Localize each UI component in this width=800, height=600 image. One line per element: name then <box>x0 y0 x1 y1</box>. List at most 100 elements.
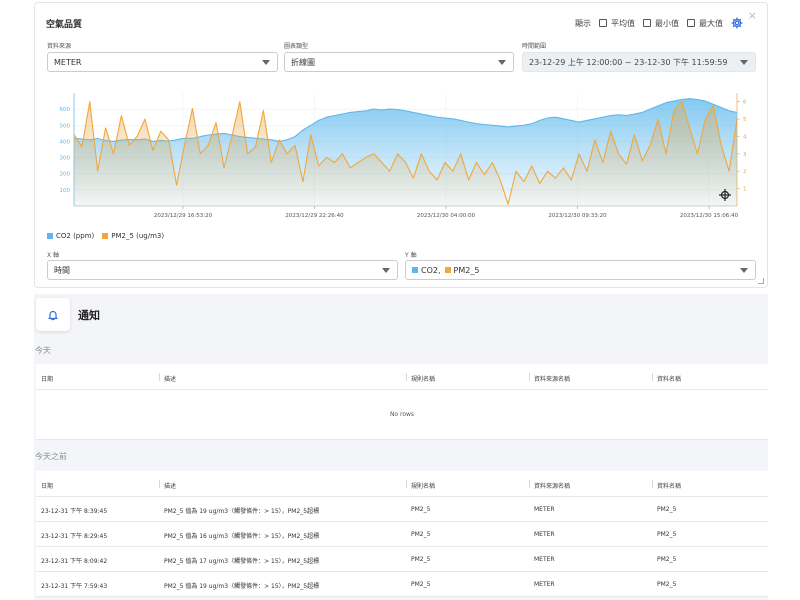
y-right-tick-label: 4 <box>743 134 747 140</box>
x-axis-select[interactable]: 時間 <box>47 260 398 280</box>
col-data[interactable]: 資料名稱 <box>657 483 682 490</box>
row-data: PM2_5 <box>657 556 677 563</box>
source-value: METER <box>54 57 82 67</box>
x-tick-label: 2023/12/29 22:26:40 <box>285 213 344 219</box>
legend-pm25[interactable]: PM2_5 (ug/m3) <box>102 232 164 240</box>
source-select[interactable]: METER <box>47 52 278 72</box>
y-left-tick-label: 400 <box>60 139 71 145</box>
row-rule: PM2_5 <box>411 531 431 538</box>
row-rule: PM2_5 <box>411 581 431 588</box>
y-axis-label: Y 軸 <box>405 252 417 259</box>
min-checkbox[interactable] <box>643 19 651 27</box>
row-desc: PM2_5 值為 16 ug/m3（觸發條件：> 15），PM2_5超標 <box>164 533 320 540</box>
close-icon[interactable]: × <box>747 9 757 22</box>
y-axis-select[interactable]: CO2, PM2_5 <box>405 260 756 280</box>
bell-button[interactable] <box>36 298 70 331</box>
y-left-tick-label: 500 <box>60 123 71 129</box>
row-data: PM2_5 <box>657 506 677 513</box>
y-left-tick-label: 600 <box>60 107 71 113</box>
line-chart[interactable]: 100 200 300 400 500 600 1 2 3 4 5 6 2023/12/29 16:53… <box>47 89 759 229</box>
y-left-tick-label: 300 <box>60 156 71 162</box>
time-range-value: 23-12-29 上午 12:00:00 ~ 23-12-30 下午 11:59… <box>529 57 728 67</box>
chart-type-value: 折線圖 <box>291 57 315 67</box>
col-desc[interactable]: 描述 <box>164 376 177 383</box>
pm25-swatch <box>102 233 109 239</box>
chevron-down-icon <box>382 268 390 273</box>
no-rows-message: No rows <box>36 390 768 440</box>
row-desc: PM2_5 值為 19 ug/m3（觸發條件：> 15），PM2_5超標 <box>164 508 320 515</box>
col-source[interactable]: 資料來源名稱 <box>534 483 571 490</box>
col-rule[interactable]: 規則名稱 <box>411 376 436 383</box>
gear-icon[interactable] <box>731 17 743 29</box>
row-source: METER <box>534 506 555 513</box>
row-rule: PM2_5 <box>411 506 431 513</box>
co2-series-line <box>73 98 738 142</box>
y-right-tick-label: 2 <box>743 169 747 175</box>
col-desc[interactable]: 描述 <box>164 483 177 490</box>
y-right-tick-label: 5 <box>743 117 747 123</box>
card-title: 空氣品質 <box>46 20 83 30</box>
max-checkbox[interactable] <box>687 19 695 27</box>
chart-legend: CO2 (ppm) PM2_5 (ug/m3) <box>47 232 172 240</box>
bell-icon <box>48 310 58 320</box>
option-max[interactable]: 最大值 <box>687 18 723 29</box>
before-table-header: 日期 描述 規則名稱 資料來源名稱 資料名稱 <box>36 471 768 497</box>
air-quality-card: 空氣品質 × 顯示 平均值 最小值 最大值 資料來源 METER 圖表類型 折線… <box>34 2 768 288</box>
today-label: 今天 <box>35 346 51 355</box>
pm25-series-line <box>73 101 738 205</box>
resize-handle[interactable] <box>758 278 764 284</box>
chevron-down-icon <box>262 60 270 65</box>
chart-type-select[interactable]: 折線圖 <box>284 52 514 72</box>
chevron-down-icon <box>740 60 748 65</box>
crosshair-icon[interactable] <box>719 189 731 201</box>
col-date[interactable]: 日期 <box>41 483 54 490</box>
row-desc: PM2_5 值為 19 ug/m3（觸發條件：> 15），PM2_5超標 <box>164 583 320 590</box>
row-source: METER <box>534 531 555 538</box>
y-right-tick-label: 6 <box>743 100 747 106</box>
row-source: METER <box>534 556 555 563</box>
col-source[interactable]: 資料來源名稱 <box>534 376 571 383</box>
row-date: 23-12-31 下午 8:39:45 <box>41 508 108 515</box>
notifications-title: 通知 <box>78 309 100 322</box>
row-desc: PM2_5 值為 17 ug/m3（觸發條件：> 15），PM2_5超標 <box>164 558 320 565</box>
chevron-down-icon <box>498 60 506 65</box>
display-options: 顯示 平均值 最小值 最大值 <box>575 17 743 29</box>
chart-type-label: 圖表類型 <box>284 43 309 50</box>
option-average[interactable]: 平均值 <box>599 18 635 29</box>
today-table-header: 日期 描述 規則名稱 資料來源名稱 資料名稱 <box>36 364 768 390</box>
row-rule: PM2_5 <box>411 556 431 563</box>
table-row[interactable]: 23-12-31 下午 8:39:45 PM2_5 值為 19 ug/m3（觸發條… <box>36 497 768 522</box>
col-date[interactable]: 日期 <box>41 376 54 383</box>
col-rule[interactable]: 規則名稱 <box>411 483 436 490</box>
time-range-select[interactable]: 23-12-29 上午 12:00:00 ~ 23-12-30 下午 11:59… <box>522 52 756 72</box>
legend-co2[interactable]: CO2 (ppm) <box>47 232 94 240</box>
col-data[interactable]: 資料名稱 <box>657 376 682 383</box>
notifications-panel: 通知 今天 日期 描述 規則名稱 資料來源名稱 資料名稱 No rows 今天之… <box>34 294 768 600</box>
row-date: 23-12-31 下午 8:29:45 <box>41 533 108 540</box>
table-row[interactable]: 23-12-31 下午 8:09:42 PM2_5 值為 17 ug/m3（觸發條… <box>36 547 768 572</box>
x-tick-label: 2023/12/30 09:33:20 <box>548 213 607 219</box>
row-source: METER <box>534 581 555 588</box>
y-left-tick-label: 200 <box>60 172 71 178</box>
x-axis-label: X 軸 <box>47 252 60 259</box>
x-tick-label: 2023/12/29 16:53:20 <box>154 213 213 219</box>
average-checkbox[interactable] <box>599 19 607 27</box>
display-label: 顯示 <box>575 18 591 28</box>
x-axis-value: 時間 <box>54 265 70 275</box>
x-tick-label: 2023/12/30 04:00:00 <box>417 213 476 219</box>
table-row[interactable]: 23-12-31 下午 7:59:43 PM2_5 值為 19 ug/m3（觸發條… <box>36 572 768 597</box>
co2-swatch <box>47 233 53 239</box>
row-data: PM2_5 <box>657 531 677 538</box>
row-date: 23-12-31 下午 7:59:43 <box>41 583 108 590</box>
row-date: 23-12-31 下午 8:09:42 <box>41 558 108 565</box>
table-row[interactable]: 23-12-31 下午 8:29:45 PM2_5 值為 16 ug/m3（觸發條… <box>36 522 768 547</box>
row-data: PM2_5 <box>657 581 677 588</box>
option-min[interactable]: 最小值 <box>643 18 679 29</box>
today-table: 日期 描述 規則名稱 資料來源名稱 資料名稱 No rows <box>36 364 768 440</box>
before-today-label: 今天之前 <box>35 452 67 461</box>
y-right-tick-label: 1 <box>743 187 747 193</box>
time-range-label: 時間範圍 <box>522 43 547 50</box>
y-left-tick-label: 100 <box>60 188 71 194</box>
chevron-down-icon <box>740 268 748 273</box>
y-chip-co2: CO2, <box>412 266 441 275</box>
